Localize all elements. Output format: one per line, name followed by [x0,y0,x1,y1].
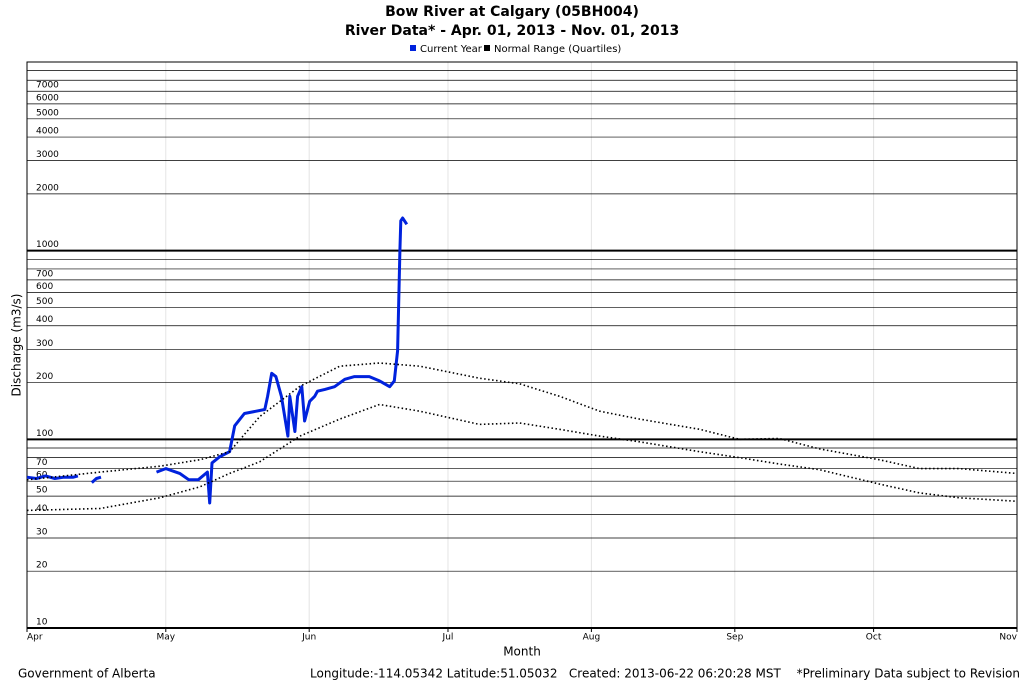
y-tick-label: 500 [36,297,53,307]
y-tick-label: 700 [36,269,53,279]
y-tick-label: 4000 [36,127,59,137]
y-tick-label: 6000 [36,93,59,103]
legend-swatch [484,45,490,51]
x-tick-label: Nov [999,633,1017,643]
y-tick-label: 3000 [36,150,59,160]
quartile-line [26,362,1017,481]
x-tick-label: May [156,633,175,643]
y-tick-label: 100 [36,429,53,439]
x-tick-label: Jul [442,633,454,643]
y-tick-label: 1000 [36,240,59,250]
chart-title: Bow River at Calgary (05BH004) [385,4,639,20]
data-line [26,216,409,505]
legend-label: Normal Range (Quartiles) [494,44,621,55]
y-tick-label: 300 [36,339,53,349]
y-tick-label: 5000 [36,108,59,118]
y-tick-label: 600 [36,282,53,292]
y-tick-label: 7000 [36,81,59,91]
y-tick-label: 400 [36,315,53,325]
quartile-line [26,403,1017,512]
x-tick-label: Aug [583,633,601,643]
footer-location: Longitude:-114.05342 Latitude:51.05032 C… [310,667,781,681]
legend-label: Current Year [420,44,483,55]
x-tick-label: Jun [301,633,316,643]
x-tick-label: Sep [726,633,743,643]
x-tick-label: Apr [27,633,43,643]
y-tick-label: 30 [36,527,48,537]
y-tick-label: 20 [36,561,48,571]
footer-source: Government of Alberta [18,667,156,681]
y-tick-label: 70 [36,458,48,468]
y-axis-label: Discharge (m3/s) [10,294,24,397]
y-tick-label: 50 [36,486,48,496]
y-tick-label: 200 [36,372,53,382]
plot-frame [26,61,1018,629]
footer-note: *Preliminary Data subject to Revision [797,667,1020,681]
y-tick-label: 2000 [36,183,59,193]
x-tick-label: Oct [866,633,882,643]
x-axis-label: Month [503,645,541,659]
chart-subtitle: River Data* - Apr. 01, 2013 - Nov. 01, 2… [345,23,679,39]
y-tick-label: 40 [36,504,48,514]
legend-swatch [410,45,416,51]
y-tick-label: 10 [36,618,48,628]
